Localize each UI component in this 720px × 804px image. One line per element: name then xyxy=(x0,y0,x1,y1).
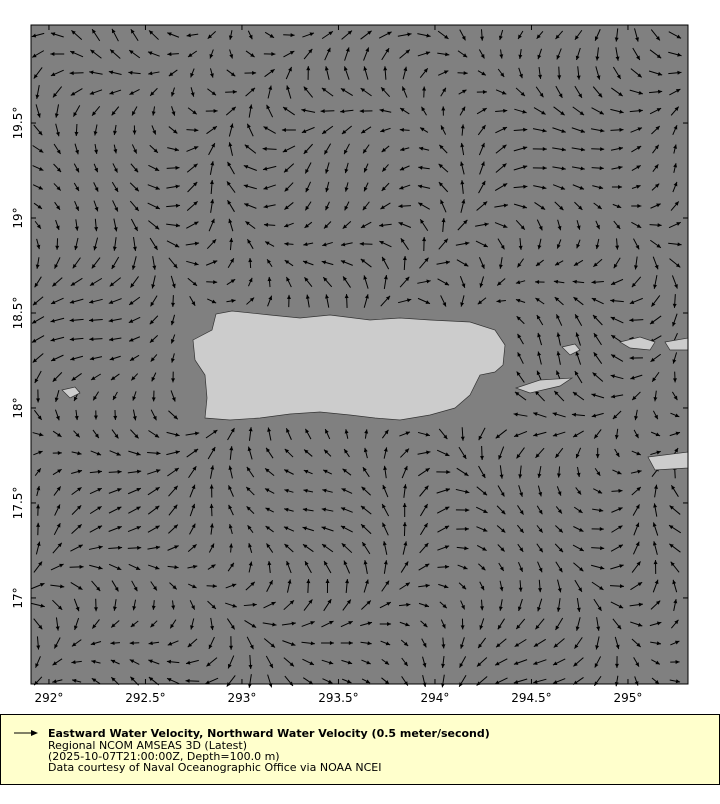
x-tick-label: 294.5° xyxy=(511,691,551,705)
legend-line: Data courtesy of Naval Oceanographic Off… xyxy=(48,761,382,774)
x-tick-label: 293.5° xyxy=(318,691,358,705)
y-tick-label: 18.5° xyxy=(11,297,25,330)
y-tick-label: 17° xyxy=(11,587,25,608)
x-tick-label: 292.5° xyxy=(125,691,165,705)
x-tick-label: 295° xyxy=(614,691,643,705)
y-tick-label: 19.5° xyxy=(11,107,25,140)
puerto-rico xyxy=(193,311,505,420)
y-tick-label: 19° xyxy=(11,207,25,228)
x-tick-label: 292° xyxy=(34,691,63,705)
x-tick-label: 294° xyxy=(421,691,450,705)
x-tick-label: 293° xyxy=(228,691,257,705)
y-tick-label: 18° xyxy=(11,397,25,418)
y-tick-label: 17.5° xyxy=(11,487,25,520)
